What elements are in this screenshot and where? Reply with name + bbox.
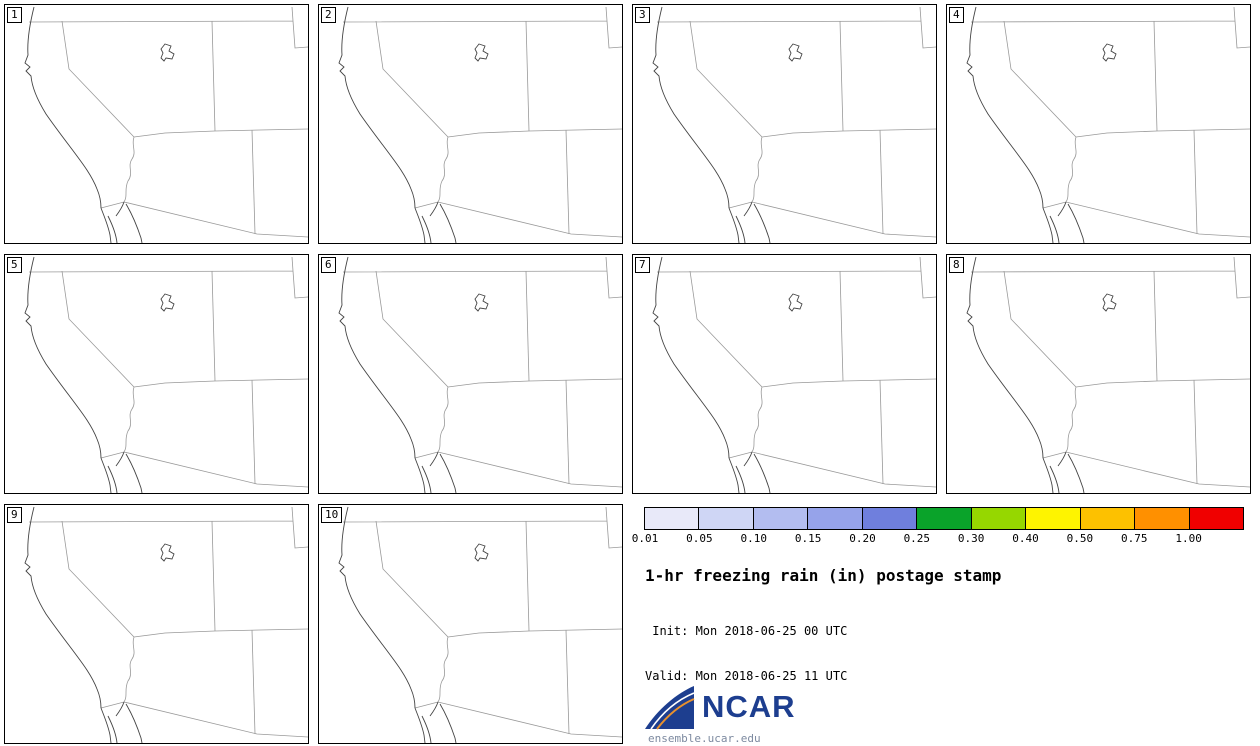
- map-panel-2: 2: [318, 4, 623, 244]
- colorbar-tick-labels: 0.01 0.05 0.10 0.15 0.20 0.25 0.30 0.40 …: [632, 532, 1252, 546]
- colorbar-segment: [807, 508, 862, 529]
- southwest-us-map: [338, 506, 622, 743]
- southwest-us-map: [652, 6, 936, 243]
- colorbar: [644, 507, 1244, 530]
- map-panel-9: 9: [4, 504, 309, 744]
- init-valid-block: Init: Mon 2018-06-25 00 UTC Valid: Mon 2…: [645, 594, 847, 714]
- southwest-us-map: [24, 506, 308, 743]
- colorbar-tick-label: 0.25: [903, 532, 931, 545]
- colorbar-segment: [1025, 508, 1080, 529]
- map-panel-8: 8: [946, 254, 1251, 494]
- colorbar-tick-label: 0.15: [794, 532, 822, 545]
- colorbar-segment: [916, 508, 971, 529]
- colorbar-segment: [752, 508, 808, 529]
- panel-number: 9: [7, 507, 22, 523]
- southwest-us-map: [966, 256, 1250, 493]
- panel-number: 8: [949, 257, 964, 273]
- southwest-us-map: [338, 6, 622, 243]
- valid-time: Valid: Mon 2018-06-25 11 UTC: [645, 669, 848, 683]
- legend-block: 0.01 0.05 0.10 0.15 0.20 0.25 0.30 0.40 …: [632, 504, 1252, 746]
- map-panel-10: 10: [318, 504, 623, 744]
- ncar-logo: NCAR: [644, 684, 796, 730]
- southwest-us-map: [966, 6, 1250, 243]
- colorbar-segment: [970, 508, 1026, 529]
- panel-number: 4: [949, 7, 964, 23]
- colorbar-segment: [1079, 508, 1135, 529]
- colorbar-segment: [1134, 508, 1189, 529]
- southwest-us-map: [652, 256, 936, 493]
- map-panel-5: 5: [4, 254, 309, 494]
- map-panel-4: 4: [946, 4, 1251, 244]
- colorbar-tick-label: 0.20: [849, 532, 876, 545]
- map-panel-1: 1: [4, 4, 309, 244]
- panel-number: 2: [321, 7, 336, 23]
- colorbar-tick-label: 0.75: [1121, 532, 1148, 545]
- figure-title: 1-hr freezing rain (in) postage stamp: [645, 566, 1002, 585]
- colorbar-segment: [645, 508, 699, 529]
- panel-number: 6: [321, 257, 336, 273]
- colorbar-tick-label: 0.10: [740, 532, 767, 545]
- colorbar-segment: [1188, 508, 1243, 529]
- colorbar-tick-label: 0.30: [957, 532, 985, 545]
- colorbar-tick-label: 0.01: [631, 532, 659, 545]
- colorbar-segment: [861, 508, 917, 529]
- ncar-logo-icon: [645, 686, 695, 730]
- colorbar-tick-label: 0.40: [1012, 532, 1039, 545]
- colorbar-tick-label: 0.05: [686, 532, 713, 545]
- panel-number: 5: [7, 257, 22, 273]
- ensemble-url-text: ensemble.ucar.edu: [648, 732, 761, 745]
- colorbar-segment: [698, 508, 753, 529]
- postage-stamp-grid: 1 2 3 4 5 6 7 8: [4, 4, 1251, 744]
- panel-number: 10: [321, 507, 343, 523]
- southwest-us-map: [338, 256, 622, 493]
- panel-number: 1: [7, 7, 22, 23]
- southwest-us-map: [24, 256, 308, 493]
- map-panel-3: 3: [632, 4, 937, 244]
- colorbar-tick-label: 1.00: [1175, 532, 1202, 545]
- map-panel-6: 6: [318, 254, 623, 494]
- colorbar-tick-label: 0.50: [1066, 532, 1094, 545]
- southwest-us-map: [24, 6, 308, 243]
- panel-number: 3: [635, 7, 650, 23]
- panel-number: 7: [635, 257, 650, 273]
- ncar-wordmark: NCAR: [702, 689, 796, 724]
- init-time: Init: Mon 2018-06-25 00 UTC: [645, 624, 848, 638]
- map-panel-7: 7: [632, 254, 937, 494]
